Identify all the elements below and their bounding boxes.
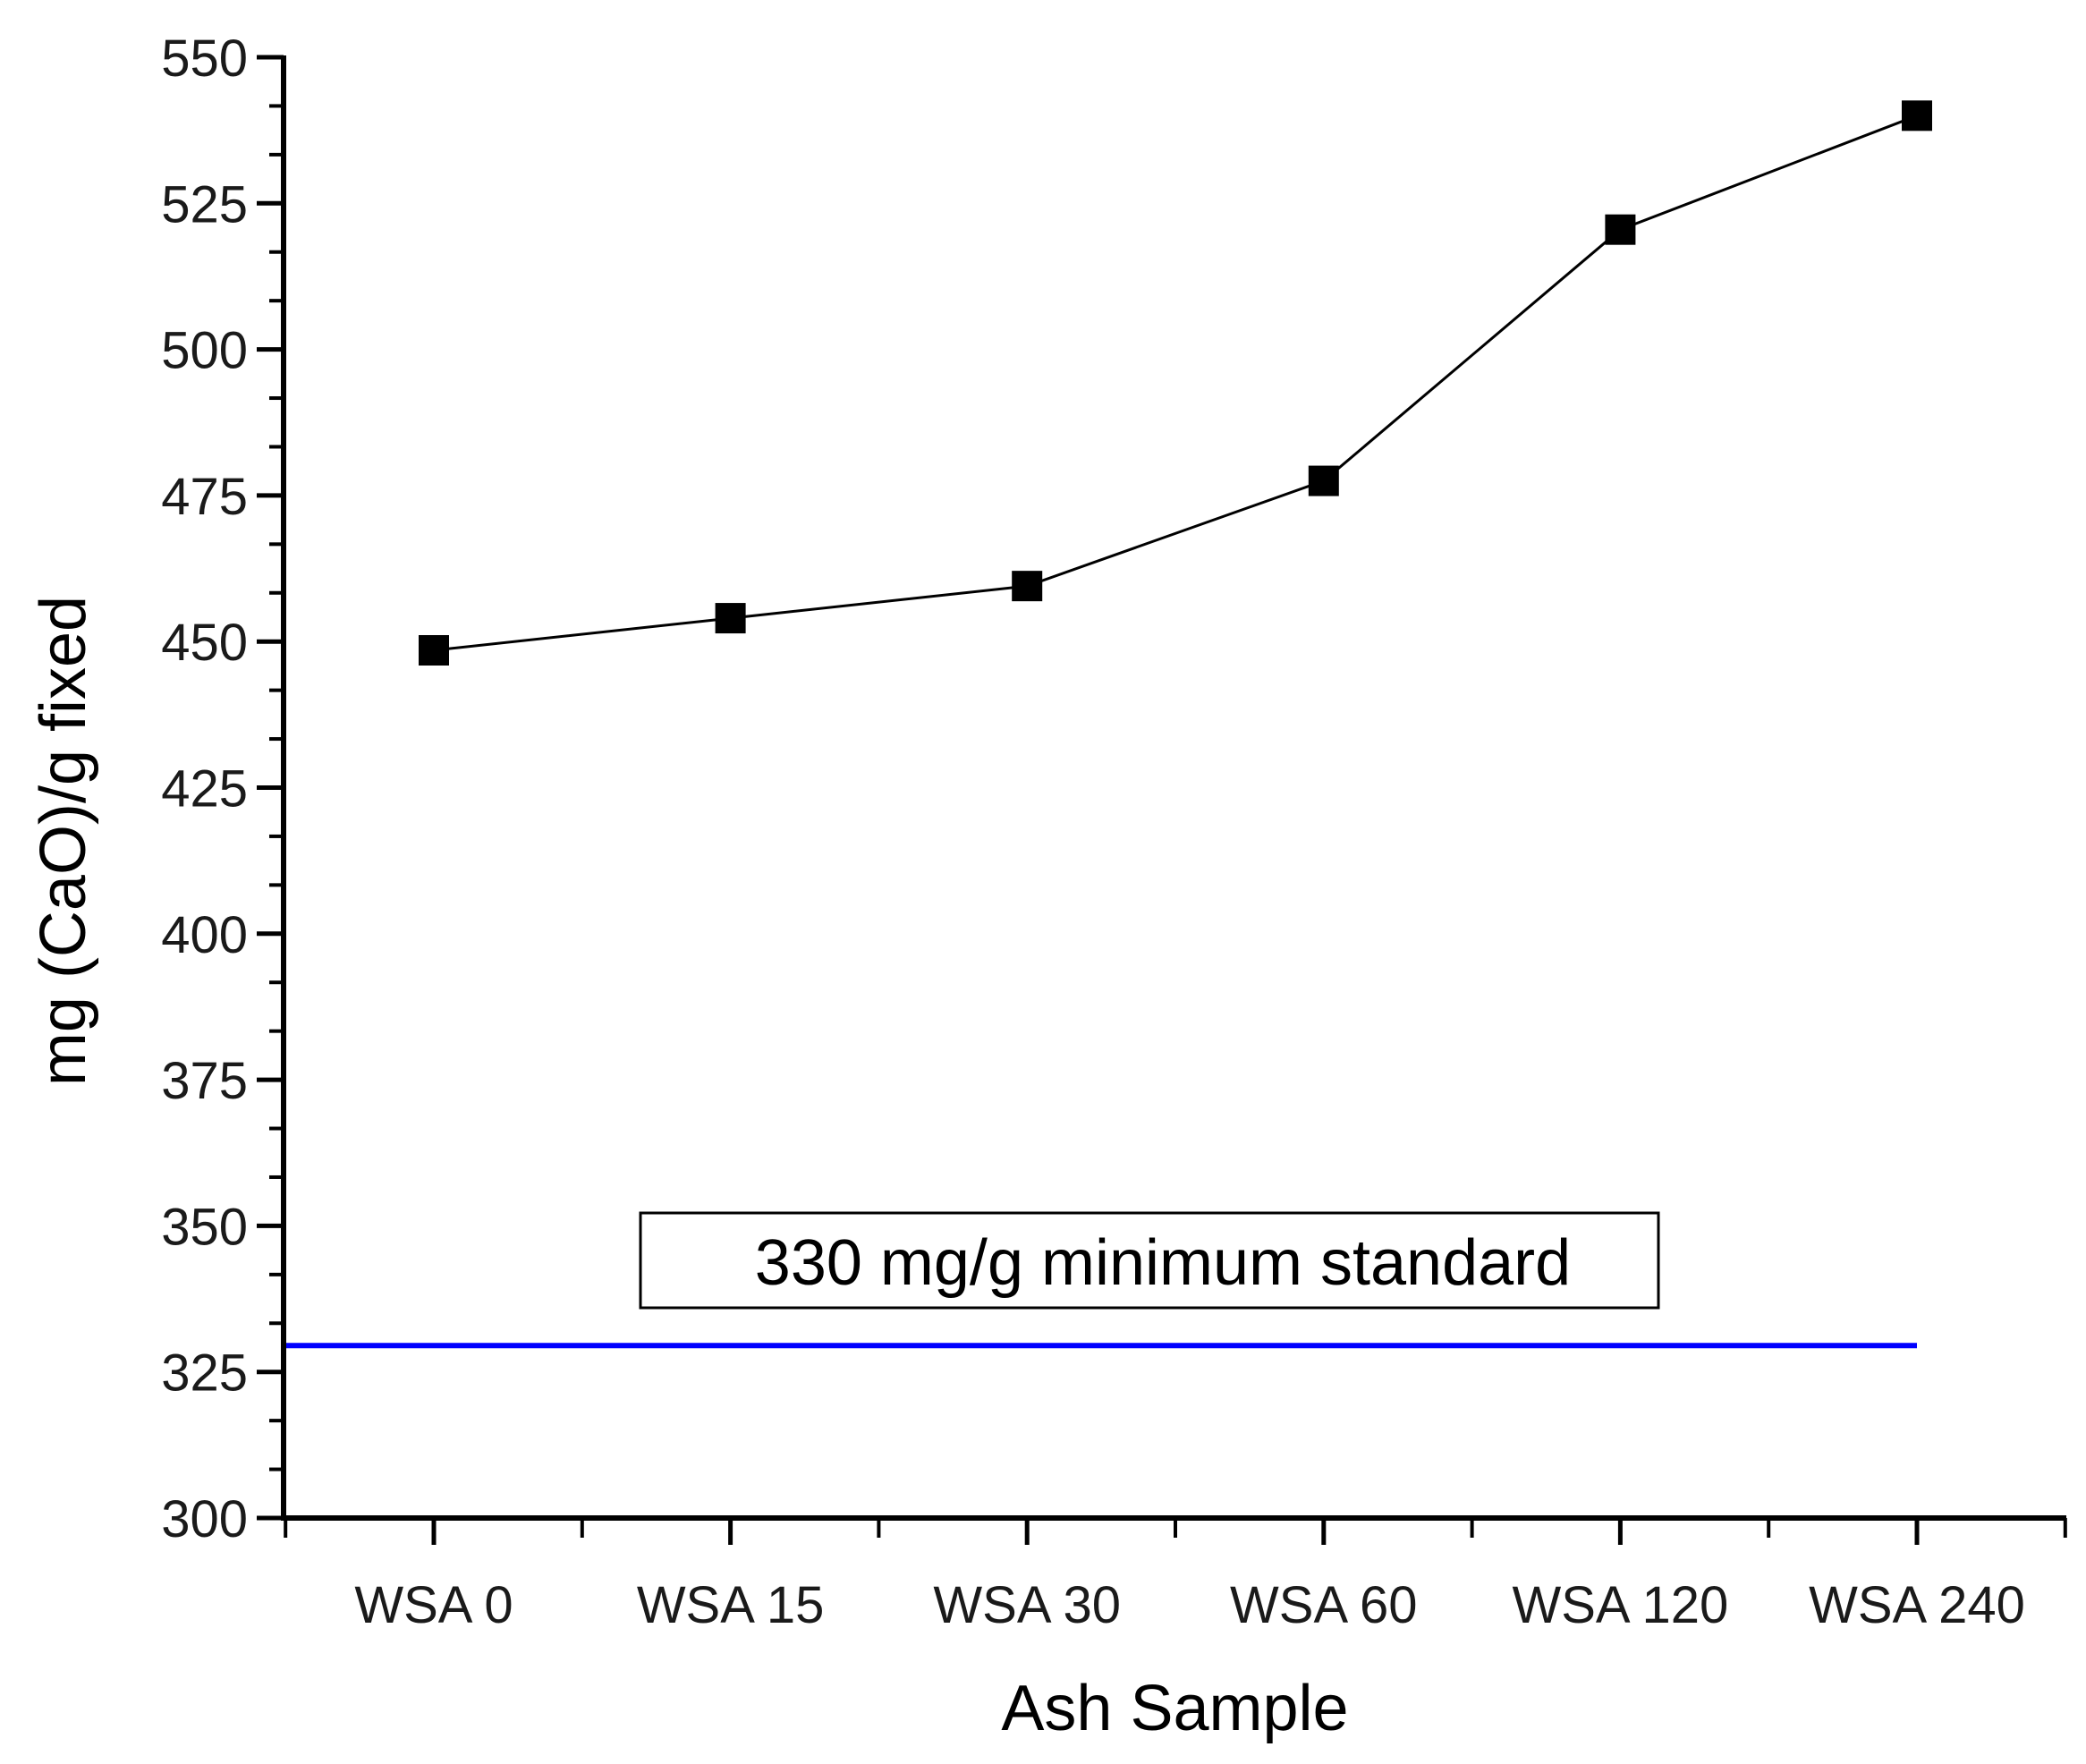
y-tick-label: 500 [161,322,248,380]
x-tick-label: WSA 0 [354,1576,513,1634]
y-tick-label: 300 [161,1490,248,1548]
y-axis-title: mg (CaO)/g fixed [28,596,99,1086]
y-tick-label: 400 [161,906,248,964]
data-point [1902,100,1932,131]
y-tick-label: 425 [161,760,248,818]
y-axis: 300 325 350 375 400 425 450 475 500 525 550 [161,30,286,1548]
y-tick-label: 475 [161,468,248,526]
y-tick-label: 550 [161,30,248,88]
x-tick-label: WSA 15 [637,1576,825,1634]
y-tick-label: 375 [161,1052,248,1110]
x-tick-label: WSA 30 [933,1576,1121,1634]
x-axis-title: Ash Sample [1001,1673,1348,1744]
data-point [419,634,449,666]
x-axis: WSA 0 WSA 15 WSA 30 WSA 60 WSA 120 WSA 240 [281,1515,2067,1634]
series-group [419,100,1932,666]
data-point [715,603,746,634]
data-point [1012,571,1043,602]
x-tick-label: WSA 120 [1512,1576,1728,1634]
annotation-box [639,1211,1660,1310]
x-tick-label: WSA 240 [1809,1576,2025,1634]
series-line [433,114,1918,652]
y-tick-label: 350 [161,1198,248,1256]
data-point [1308,465,1339,496]
annotation-label: 330 mg/g minimum standard [755,1227,1571,1299]
y-tick-label: 325 [161,1344,248,1403]
data-point [1605,214,1636,245]
x-tick-label: WSA 60 [1230,1576,1418,1634]
reference-line-group: 330 mg/g minimum standard [286,1211,1917,1349]
y-tick-label: 450 [161,614,248,672]
y-tick-label: 525 [161,175,248,233]
